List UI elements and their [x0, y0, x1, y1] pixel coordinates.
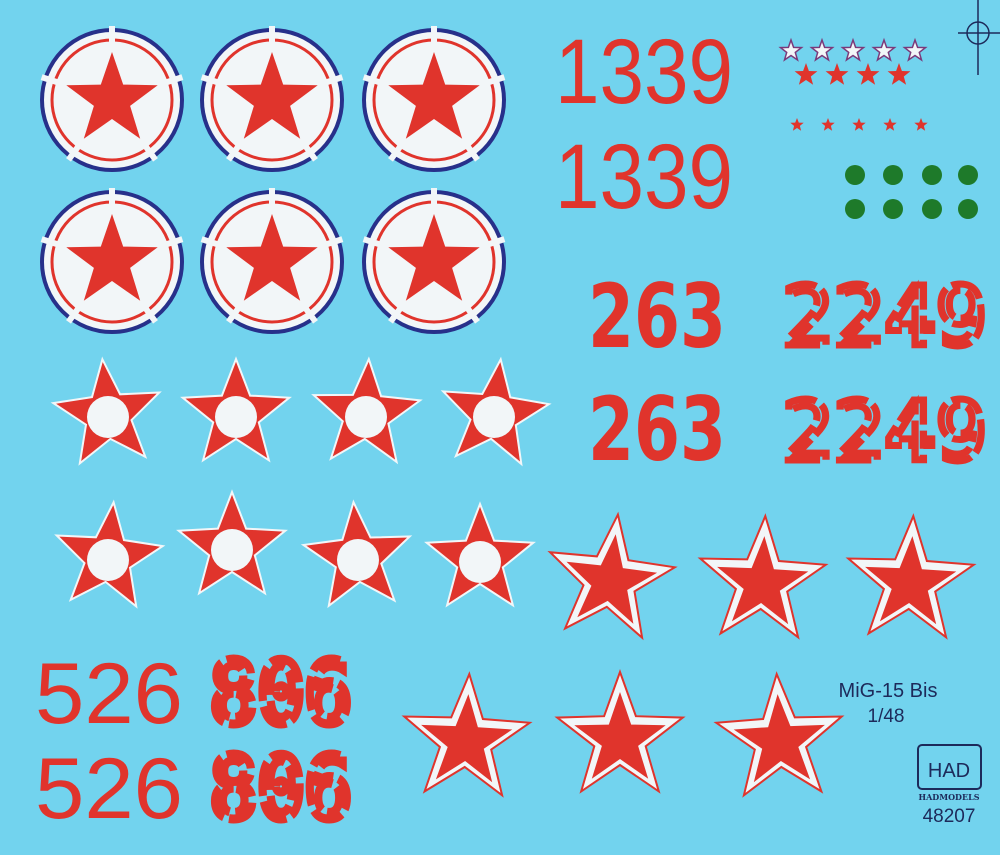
green-dot-icon	[845, 199, 865, 219]
star-white-center-icon	[300, 499, 413, 609]
roundel-star-icon	[362, 26, 506, 172]
star-white-center-icon	[311, 356, 423, 465]
star-white-center-icon	[440, 356, 552, 467]
green-dot-icon	[922, 199, 942, 219]
kill-star-outline-icon	[809, 37, 835, 62]
had-logo: HAD	[917, 744, 982, 790]
roundel-star-icon	[200, 26, 344, 172]
kill-star-icon	[825, 63, 849, 85]
kill-star-outline-icon	[778, 37, 804, 62]
number-1339-bottom: 1339	[555, 126, 733, 228]
registration-crosshair-icon	[958, 0, 1000, 75]
small-star-icon	[914, 118, 928, 131]
green-dot-icon	[958, 165, 978, 185]
star-outlined-icon	[547, 511, 678, 641]
green-dot-icon	[845, 165, 865, 185]
star-white-center-icon	[50, 356, 162, 466]
number-2249-stencil-bottom: 2249	[782, 385, 987, 480]
small-star-icon	[883, 118, 897, 131]
number-526-bottom: 526	[35, 741, 183, 837]
green-dot-icon	[922, 165, 942, 185]
roundel-star-icon	[40, 188, 184, 334]
green-dot-icon	[883, 199, 903, 219]
kill-star-outline-icon	[902, 37, 928, 62]
kill-star-icon	[887, 63, 911, 85]
kill-star-outline-icon	[871, 37, 897, 62]
kill-star-icon	[794, 63, 818, 85]
star-outlined-icon	[401, 671, 533, 798]
star-white-center-icon	[180, 356, 292, 463]
small-star-icon	[821, 118, 835, 131]
star-white-center-icon	[176, 489, 288, 596]
catalog-number: 48207	[923, 806, 976, 827]
kill-star-outline-icon	[840, 37, 866, 62]
number-263-bottom: 263	[588, 378, 726, 481]
star-white-center-icon	[54, 499, 166, 609]
number-806-stencil-bottom: 806	[210, 739, 352, 839]
number-2249-stencil-top: 2249	[782, 270, 987, 365]
kill-star-icon	[856, 63, 880, 85]
star-outlined-icon	[554, 669, 686, 794]
star-white-center-icon	[424, 501, 536, 608]
green-dot-icon	[958, 199, 978, 219]
small-star-icon	[852, 118, 866, 131]
roundel-star-icon	[40, 26, 184, 172]
number-263-top: 263	[588, 265, 726, 368]
sheet-scale: 1/48	[868, 706, 905, 727]
roundel-star-icon	[362, 188, 506, 334]
star-outlined-icon	[845, 513, 977, 640]
sheet-title: MiG-15 Bis	[839, 680, 938, 702]
roundel-star-icon	[200, 188, 344, 334]
brand-name: HADMODELS	[919, 792, 980, 802]
number-1339-top: 1339	[555, 21, 733, 123]
green-dot-icon	[883, 165, 903, 185]
number-526-top: 526	[35, 646, 183, 742]
number-806-stencil-top: 806	[210, 644, 352, 744]
star-outlined-icon	[697, 513, 829, 640]
small-star-icon	[790, 118, 804, 131]
had-logo-text: HAD	[928, 760, 970, 782]
star-outlined-icon	[713, 671, 845, 798]
